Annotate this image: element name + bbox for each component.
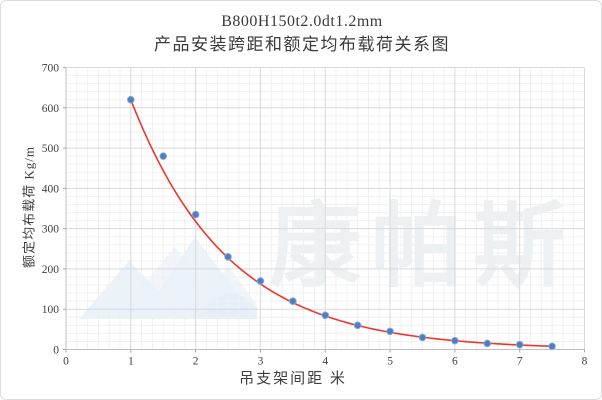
x-tick-label: 3: [258, 356, 264, 368]
data-point: [515, 340, 524, 349]
data-point: [289, 297, 297, 305]
data-point: [127, 95, 135, 104]
data-point: [418, 333, 427, 342]
x-tick-label: 2: [193, 356, 199, 368]
y-tick-label: 100: [42, 304, 60, 316]
x-tick-label: 6: [452, 356, 458, 368]
chart-title-subtitle: 产品安装跨距和额定均布载荷关系图: [154, 35, 450, 54]
y-tick-label: 400: [42, 183, 60, 195]
data-point: [159, 152, 168, 160]
x-tick-label: 7: [517, 356, 523, 368]
trendline: [130, 99, 553, 348]
x-axis-title: 吊支架间距 米: [239, 371, 347, 387]
data-point: [224, 253, 232, 261]
watermark-brand-text: 康帕斯: [269, 196, 576, 298]
data-point: [386, 327, 394, 336]
x-tick-label: 1: [128, 356, 134, 368]
chart-title-model: B800H150t2.0dt1.2mm: [221, 13, 383, 30]
x-tick-label: 5: [387, 356, 393, 368]
data-point: [321, 311, 330, 320]
y-tick-label: 300: [42, 224, 60, 236]
y-tick-label: 200: [42, 264, 60, 276]
data-point: [451, 336, 459, 345]
y-tick-label: 500: [42, 143, 60, 155]
x-tick-label: 8: [582, 356, 588, 368]
data-point: [191, 210, 200, 219]
y-tick-label: 0: [53, 345, 59, 357]
x-tick-label: 4: [322, 356, 328, 368]
y-tick-label: 600: [42, 103, 60, 115]
data-point: [256, 277, 265, 285]
chart-title: B800H150t2.0dt1.2mm 产品安装跨距和额定均布载荷关系图: [1, 10, 601, 56]
y-tick-label: 700: [42, 63, 60, 75]
data-point: [483, 339, 492, 348]
data-point: [548, 342, 556, 351]
data-point: [353, 321, 362, 330]
x-tick-label: 0: [63, 356, 69, 368]
